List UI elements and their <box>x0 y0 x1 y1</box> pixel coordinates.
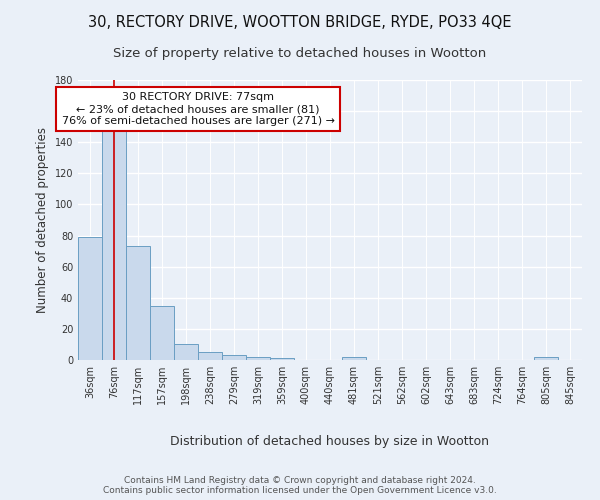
Bar <box>174 344 198 360</box>
Text: Size of property relative to detached houses in Wootton: Size of property relative to detached ho… <box>113 48 487 60</box>
Bar <box>198 352 222 360</box>
Bar <box>78 237 102 360</box>
Bar <box>126 246 150 360</box>
Bar <box>102 124 126 360</box>
Bar <box>246 357 270 360</box>
Bar <box>342 357 366 360</box>
Bar <box>150 306 174 360</box>
Text: Distribution of detached houses by size in Wootton: Distribution of detached houses by size … <box>170 435 490 448</box>
Text: 30, RECTORY DRIVE, WOOTTON BRIDGE, RYDE, PO33 4QE: 30, RECTORY DRIVE, WOOTTON BRIDGE, RYDE,… <box>88 15 512 30</box>
Bar <box>534 357 558 360</box>
Bar <box>270 358 294 360</box>
Text: 30 RECTORY DRIVE: 77sqm
← 23% of detached houses are smaller (81)
76% of semi-de: 30 RECTORY DRIVE: 77sqm ← 23% of detache… <box>62 92 335 126</box>
Y-axis label: Number of detached properties: Number of detached properties <box>36 127 49 313</box>
Bar <box>222 356 246 360</box>
Text: Contains HM Land Registry data © Crown copyright and database right 2024.
Contai: Contains HM Land Registry data © Crown c… <box>103 476 497 495</box>
